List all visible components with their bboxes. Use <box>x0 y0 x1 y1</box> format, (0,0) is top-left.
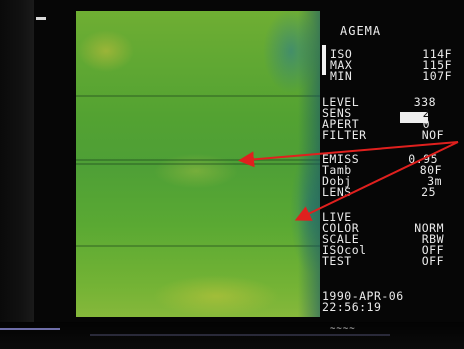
arrow-line-lower <box>294 141 459 221</box>
display-row-test: TEST OFF <box>322 254 444 268</box>
sens-highlight <box>400 112 428 123</box>
date-readout: 1990-APR-06 <box>322 289 404 303</box>
time-readout: 22:56:19 <box>322 300 382 314</box>
brand-label: AGEMA <box>340 24 382 38</box>
tick-mark <box>36 17 46 20</box>
display-row-live: LIVE <box>322 210 352 224</box>
left-border <box>0 0 34 349</box>
arrow-line-upper <box>238 141 459 168</box>
bottom-noise-text: ~~~~ <box>330 324 356 334</box>
bottom-noise <box>0 322 464 349</box>
setting-row-apert: APERT 0 <box>322 117 430 131</box>
setting-row-sens: SENS 2 <box>322 106 430 120</box>
scale-indicator <box>322 45 326 75</box>
ambient-row-lens: LENS 25 <box>322 185 436 199</box>
display-row-scale: SCALE RBW <box>322 232 444 246</box>
thermal-image <box>76 11 320 317</box>
display-row-isocol: ISOcol OFF <box>322 243 444 257</box>
temp-row-max: MAX 115F <box>330 58 452 72</box>
ambient-row-dobj: Dobj 3m <box>322 174 442 188</box>
display-row-color: COLOR NORM <box>322 221 444 235</box>
setting-row-filter: FILTER NOF <box>322 128 444 142</box>
ambient-row-tamb: Tamb 80F <box>322 163 442 177</box>
setting-row-level: LEVEL 338 <box>322 95 436 109</box>
temp-row-iso: ISO 114F <box>330 47 452 61</box>
temp-row-min: MIN 107F <box>330 69 452 83</box>
